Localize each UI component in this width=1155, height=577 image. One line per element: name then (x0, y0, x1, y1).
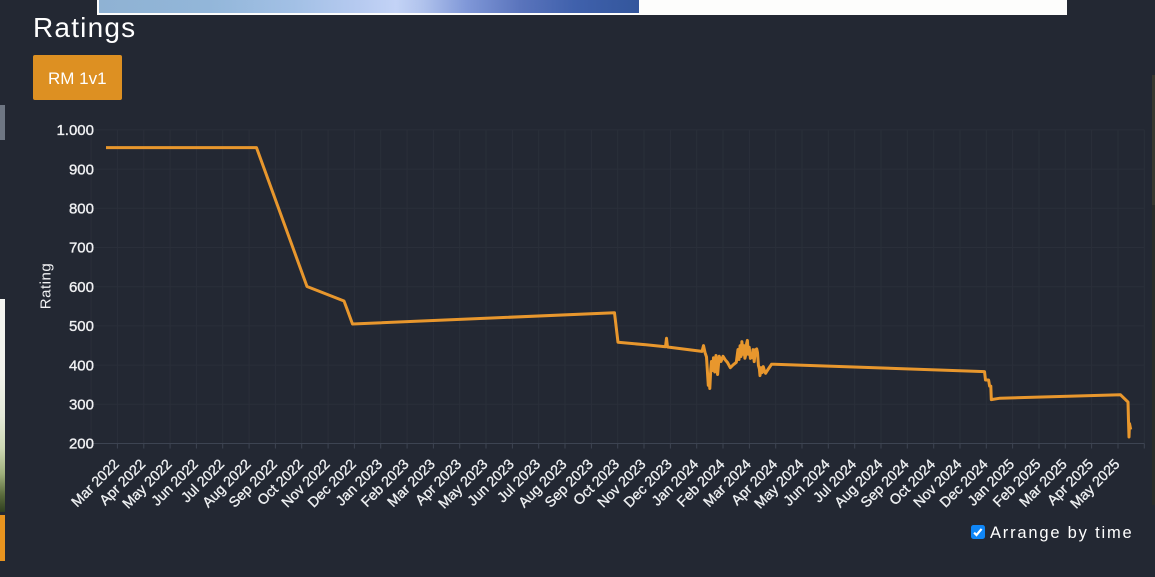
svg-text:600: 600 (69, 279, 94, 296)
svg-text:700: 700 (69, 240, 94, 257)
svg-text:400: 400 (69, 357, 94, 374)
svg-text:500: 500 (69, 318, 94, 335)
svg-text:Rating: Rating (38, 263, 55, 309)
svg-text:800: 800 (69, 201, 94, 218)
svg-text:1.000: 1.000 (56, 122, 94, 139)
svg-text:900: 900 (69, 161, 94, 178)
svg-text:200: 200 (69, 436, 94, 453)
svg-text:300: 300 (69, 397, 94, 414)
